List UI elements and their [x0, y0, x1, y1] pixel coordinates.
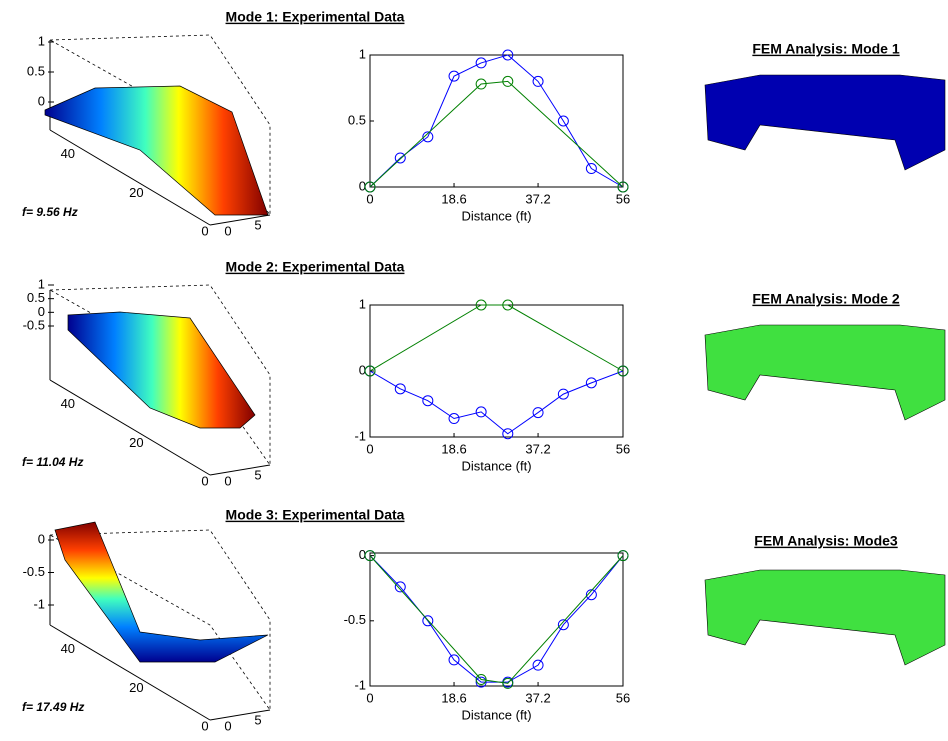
fem-body — [705, 570, 945, 665]
chart-title: Mode 3: Experimental Data — [226, 507, 405, 523]
y-tick-label: -1 — [354, 677, 366, 692]
z-tick-label: -1 — [33, 596, 45, 611]
x-tick-label: 5 — [254, 712, 261, 727]
surface — [55, 522, 268, 662]
surface — [68, 312, 255, 428]
y-tick-label: 20 — [129, 680, 143, 695]
x-tick-label: 5 — [254, 467, 261, 482]
y-tick-label: 1 — [359, 46, 366, 61]
chart-title: Mode 2: Experimental Data — [226, 259, 405, 275]
y-tick-label: 40 — [61, 396, 75, 411]
z-tick-label: 1 — [38, 33, 45, 48]
z-tick-label: -0.5 — [23, 564, 45, 579]
x-tick-label: 0 — [366, 441, 373, 456]
x-axis-label: Distance (ft) — [461, 707, 531, 722]
x-tick-label: 37.2 — [525, 441, 550, 456]
y-tick-label: -1 — [354, 428, 366, 443]
figure: 1 0.5 0 40 20 0 0 5 f= 9.56 Hz Mode 1: Experiment… — [0, 0, 948, 741]
y-tick-label: 1 — [359, 296, 366, 311]
x-tick-label: 18.6 — [441, 191, 466, 206]
fem-title: FEM Analysis: Mode3 — [754, 533, 898, 549]
x-tick-label: 0 — [224, 223, 231, 238]
z-tick-label: 0 — [38, 93, 45, 108]
fem-body — [705, 75, 945, 170]
x-tick-label: 56 — [616, 191, 630, 206]
z-tick-label: 0 — [38, 531, 45, 546]
plot-frame — [370, 553, 623, 686]
chart-title: Mode 1: Experimental Data — [226, 9, 405, 25]
y-tick-label: 20 — [129, 185, 143, 200]
y-tick-label: 40 — [61, 641, 75, 656]
y-tick-label: 0 — [201, 473, 208, 488]
fem-body — [705, 325, 945, 420]
x-tick-label: 18.6 — [441, 690, 466, 705]
y-tick-label: 20 — [129, 435, 143, 450]
frequency-label: f= 11.04 Hz — [22, 455, 83, 469]
z-tick-label: 0.5 — [27, 63, 45, 78]
y-tick-label: 40 — [61, 146, 75, 161]
x-tick-label: 0 — [366, 191, 373, 206]
x-tick-label: 0 — [366, 690, 373, 705]
plot-frame — [370, 55, 623, 187]
x-tick-label: 37.2 — [525, 690, 550, 705]
frequency-label: f= 9.56 Hz — [22, 205, 78, 219]
x-tick-label: 18.6 — [441, 441, 466, 456]
y-tick-label: 0 — [201, 223, 208, 238]
x-tick-label: 5 — [254, 217, 261, 232]
plot-frame — [370, 305, 623, 437]
z-tick-label: -0.5 — [23, 317, 45, 332]
x-axis-label: Distance (ft) — [461, 458, 531, 473]
x-tick-label: 56 — [616, 690, 630, 705]
x-axis-label: Distance (ft) — [461, 208, 531, 223]
y-tick-label: -0.5 — [344, 612, 366, 627]
frequency-label: f= 17.49 Hz — [22, 700, 84, 714]
fem-title: FEM Analysis: Mode 1 — [752, 41, 900, 57]
surface — [45, 86, 268, 215]
x-tick-label: 56 — [616, 441, 630, 456]
y-tick-label: 0 — [201, 718, 208, 733]
fem-title: FEM Analysis: Mode 2 — [752, 291, 900, 307]
x-tick-label: 0 — [224, 473, 231, 488]
x-tick-label: 37.2 — [525, 191, 550, 206]
y-tick-label: 0.5 — [348, 112, 366, 127]
x-tick-label: 0 — [224, 718, 231, 733]
